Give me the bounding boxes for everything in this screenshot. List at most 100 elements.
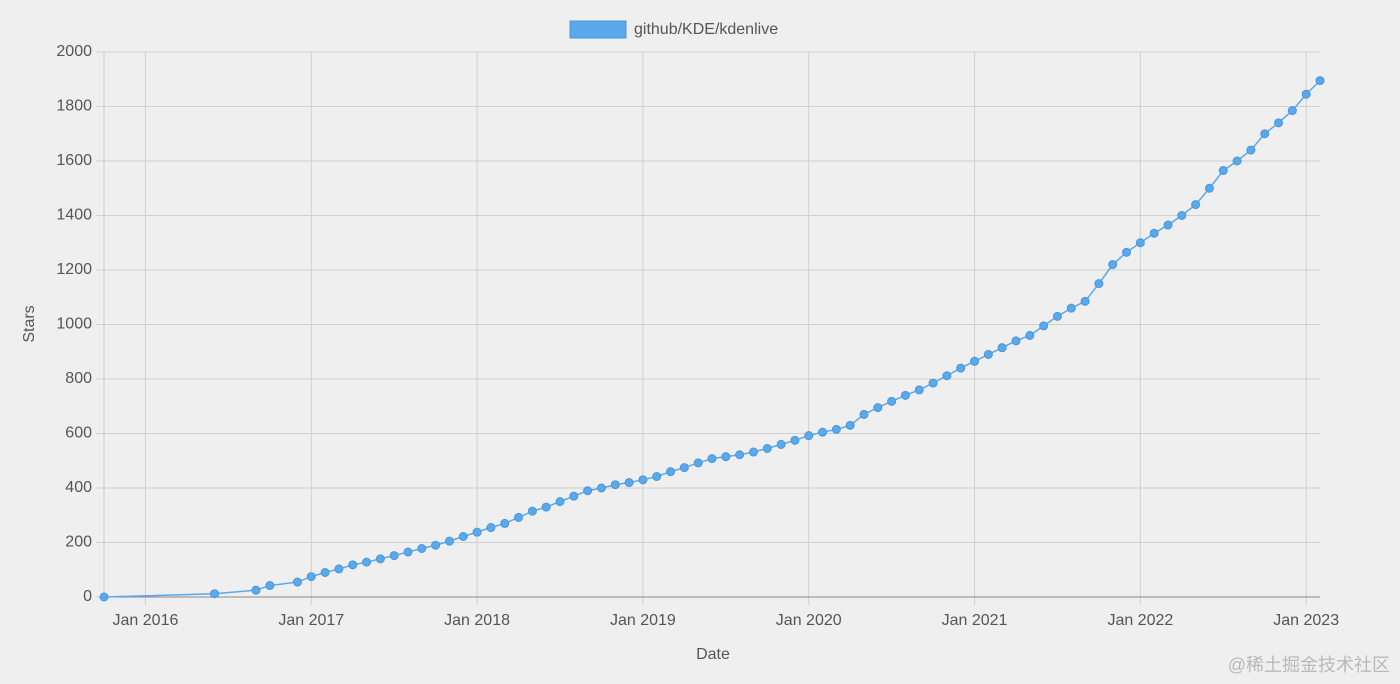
- x-tick-label: Jan 2023: [1273, 612, 1339, 629]
- y-tick-label: 0: [83, 588, 92, 605]
- data-point: [942, 371, 952, 381]
- data-point: [514, 512, 524, 522]
- data-point: [99, 592, 109, 602]
- data-point: [1011, 336, 1021, 346]
- y-tick-label: 200: [65, 534, 92, 551]
- data-point: [1108, 260, 1118, 270]
- data-point: [652, 472, 662, 482]
- y-axis-label: Stars: [21, 305, 38, 342]
- data-point: [210, 589, 220, 599]
- x-tick-label: Jan 2020: [776, 612, 842, 629]
- x-tick-label: Jan 2021: [942, 612, 1008, 629]
- x-tick-label: Jan 2019: [610, 612, 676, 629]
- data-point: [859, 409, 869, 419]
- y-tick-label: 1400: [56, 207, 92, 224]
- data-point: [1301, 89, 1311, 99]
- series-line: [103, 80, 1321, 598]
- data-point: [735, 450, 745, 460]
- data-point: [555, 497, 565, 507]
- data-point: [748, 447, 758, 457]
- data-point: [1149, 228, 1159, 238]
- x-tick-label: Jan 2022: [1107, 612, 1173, 629]
- y-tick-label: 1000: [56, 316, 92, 333]
- data-point: [541, 502, 551, 512]
- data-point: [707, 454, 717, 464]
- data-point: [1287, 106, 1297, 116]
- data-point: [486, 523, 496, 533]
- y-tick-label: 400: [65, 479, 92, 496]
- data-point: [569, 491, 579, 501]
- data-point: [1232, 156, 1242, 166]
- data-point: [583, 486, 593, 496]
- y-tick-label: 2000: [56, 43, 92, 60]
- data-point: [1094, 279, 1104, 289]
- data-point: [500, 518, 510, 528]
- x-tick-label: Jan 2016: [113, 612, 179, 629]
- data-point: [776, 439, 786, 449]
- data-point: [596, 483, 606, 493]
- y-tick-label: 1600: [56, 152, 92, 169]
- data-point: [887, 396, 897, 406]
- data-point: [1191, 200, 1201, 210]
- data-point: [845, 420, 855, 430]
- data-point: [1315, 76, 1325, 86]
- data-point: [900, 390, 910, 400]
- data-point: [679, 463, 689, 473]
- data-point: [348, 560, 358, 570]
- data-point: [1218, 166, 1228, 176]
- data-point: [431, 540, 441, 550]
- data-point: [417, 543, 427, 553]
- data-point: [265, 581, 275, 591]
- data-point: [818, 427, 828, 437]
- x-axis-label: Date: [696, 646, 730, 663]
- data-point: [638, 475, 648, 485]
- legend-swatch: [569, 20, 627, 39]
- data-point: [403, 547, 413, 557]
- data-point: [1260, 129, 1270, 139]
- data-point: [306, 572, 316, 582]
- x-tick-label: Jan 2017: [278, 612, 344, 629]
- data-point: [928, 378, 938, 388]
- data-point: [292, 577, 302, 587]
- data-point: [970, 356, 980, 366]
- data-point: [362, 557, 372, 567]
- data-point: [389, 551, 399, 561]
- data-point: [444, 536, 454, 546]
- data-point: [251, 585, 261, 595]
- data-point: [721, 452, 731, 462]
- data-point: [804, 431, 814, 441]
- y-tick-label: 1800: [56, 98, 92, 115]
- data-point: [1039, 321, 1049, 331]
- data-point: [873, 403, 883, 413]
- data-point: [1025, 330, 1035, 340]
- data-point: [666, 467, 676, 477]
- data-point: [1246, 145, 1256, 155]
- data-point: [831, 424, 841, 434]
- data-point: [624, 478, 634, 488]
- watermark: @稀土掘金技术社区: [1228, 655, 1390, 675]
- data-point: [1080, 296, 1090, 306]
- y-tick-label: 600: [65, 425, 92, 442]
- y-tick-label: 1200: [56, 261, 92, 278]
- data-point: [334, 564, 344, 574]
- data-point: [956, 363, 966, 373]
- data-point: [458, 532, 468, 542]
- data-point: [1135, 238, 1145, 248]
- legend-label: github/KDE/kdenlive: [634, 21, 778, 38]
- data-point: [997, 343, 1007, 353]
- data-point: [610, 480, 620, 490]
- data-point: [762, 443, 772, 453]
- y-tick-label: 800: [65, 370, 92, 387]
- data-point: [914, 385, 924, 395]
- data-point: [1204, 183, 1214, 193]
- data-point: [527, 506, 537, 516]
- data-point: [790, 435, 800, 445]
- data-point: [1177, 211, 1187, 220]
- data-point: [693, 458, 703, 468]
- data-point: [1122, 247, 1132, 257]
- data-point: [472, 527, 482, 537]
- data-point: [1274, 118, 1284, 128]
- data-point: [375, 554, 385, 564]
- data-point: [1052, 311, 1062, 321]
